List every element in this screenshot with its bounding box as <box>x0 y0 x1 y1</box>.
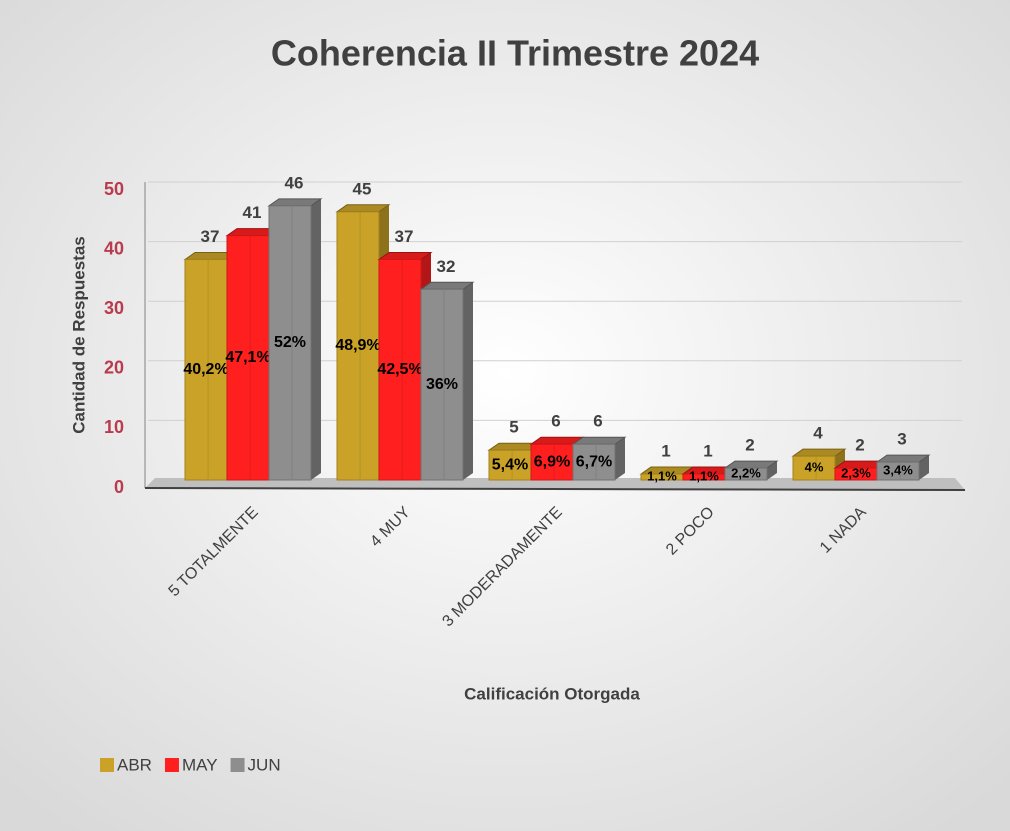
bar-front <box>336 211 380 481</box>
bar-front <box>378 258 422 481</box>
value-label: 37 <box>395 227 414 246</box>
percent-label: 1,1% <box>647 468 677 483</box>
y-tick-label: 40 <box>104 238 124 258</box>
legend-swatch <box>100 758 114 772</box>
bar-front <box>572 443 616 481</box>
chart-title: Coherencia II Trimestre 2024 <box>271 33 759 74</box>
bar-side <box>767 461 777 480</box>
bar-front <box>226 235 270 481</box>
value-label: 37 <box>201 227 220 246</box>
y-tick-label: 10 <box>104 417 124 437</box>
bar-front <box>420 288 464 481</box>
percent-label: 3,4% <box>883 462 913 477</box>
percent-label: 36% <box>426 376 458 393</box>
bar <box>723 460 779 481</box>
value-label: 6 <box>551 412 560 431</box>
legend-label: JUN <box>248 755 281 774</box>
bar-front <box>876 461 920 481</box>
bar-top <box>571 436 627 445</box>
percent-label: 1,1% <box>689 468 719 483</box>
percent-label: 4% <box>805 460 824 475</box>
value-label: 45 <box>353 179 372 198</box>
bar-front <box>268 205 312 481</box>
percent-label: 52% <box>274 334 306 351</box>
percent-label: 5,4% <box>492 456 528 473</box>
bar-top <box>377 251 433 260</box>
value-label: 2 <box>855 436 864 455</box>
value-label: 2 <box>745 436 754 455</box>
bar-top <box>419 281 475 290</box>
bar-top <box>335 204 391 213</box>
bar-top <box>791 448 847 457</box>
bar-side <box>463 282 473 480</box>
percent-label: 40,2% <box>183 361 228 378</box>
bar-side <box>311 198 321 480</box>
percent-label: 6,7% <box>576 453 612 470</box>
value-label: 41 <box>243 203 262 222</box>
y-tick-label: 20 <box>104 358 124 378</box>
value-label: 5 <box>509 418 518 437</box>
legend-swatch <box>164 758 179 772</box>
x-axis-line <box>144 487 966 491</box>
value-label: 4 <box>813 424 823 443</box>
percent-label: 47,1% <box>225 349 270 366</box>
y-tick-label: 30 <box>104 298 124 318</box>
percent-label: 48,9% <box>335 337 380 354</box>
legend-label: ABR <box>117 755 152 774</box>
bar-top <box>267 198 323 207</box>
bar-side <box>615 437 625 480</box>
y-axis-label: Cantidad de Respuestas <box>69 236 88 433</box>
value-label: 1 <box>661 442 670 461</box>
legend-swatch <box>230 758 245 772</box>
value-label: 6 <box>593 412 602 431</box>
bar-front <box>530 443 574 481</box>
bar <box>875 454 931 481</box>
percent-label: 6,9% <box>534 453 570 470</box>
bar-front <box>724 467 768 481</box>
value-label: 46 <box>285 173 304 192</box>
y-tick-label: 0 <box>114 477 124 497</box>
floor <box>145 478 965 490</box>
bar-front <box>184 258 228 481</box>
bar <box>571 436 627 481</box>
value-label: 1 <box>703 442 712 461</box>
bar-side <box>919 455 929 480</box>
value-label: 32 <box>437 257 456 276</box>
bar <box>419 281 475 481</box>
percent-label: 2,3% <box>841 465 871 480</box>
value-label: 3 <box>897 430 906 449</box>
percent-label: 2,2% <box>731 465 761 480</box>
bar-top <box>875 454 931 463</box>
y-tick-label: 50 <box>104 179 124 199</box>
bar-front <box>488 449 532 481</box>
x-axis-label: Calificación Otorgada <box>464 684 640 703</box>
legend-label: MAY <box>182 755 218 774</box>
bar <box>267 198 323 481</box>
percent-label: 42,5% <box>377 361 422 378</box>
